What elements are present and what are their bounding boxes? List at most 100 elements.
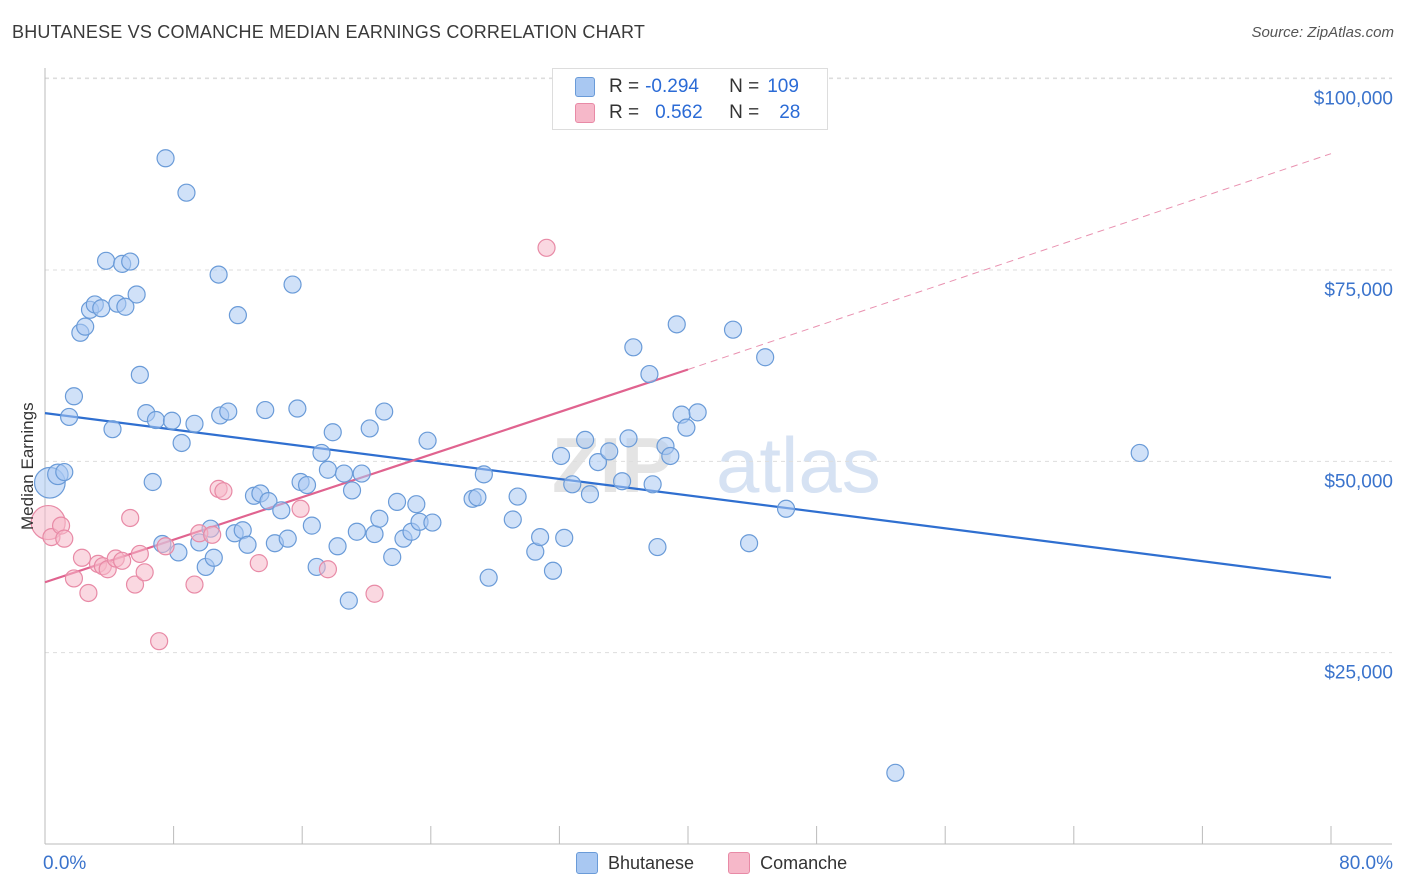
bhutanese-point xyxy=(185,414,204,433)
bhutanese-point xyxy=(312,443,331,463)
bhutanese-point xyxy=(1130,443,1149,463)
bhutanese-point xyxy=(228,306,247,325)
n-label: N = xyxy=(729,76,760,97)
bhutanese-point xyxy=(302,516,321,535)
legend-swatch-blue xyxy=(575,77,595,97)
comanche-point xyxy=(156,537,175,556)
y-tick-label: $75,000 xyxy=(1324,280,1393,301)
tick-labels: $25,000 $50,000 $75,000 $100,000 0.0% 80.0% xyxy=(43,89,1393,874)
comanche-point xyxy=(537,238,556,257)
comanche-point xyxy=(121,508,140,528)
legend-swatch-pink xyxy=(728,852,751,874)
bhutanese-point xyxy=(172,433,191,453)
bhutanese-point xyxy=(55,462,74,482)
bhutanese-point xyxy=(318,460,338,479)
n-label: N = xyxy=(729,102,760,123)
bhutanese-point xyxy=(418,431,437,450)
legend-label: Bhutanese xyxy=(608,852,695,873)
comanche-point xyxy=(249,554,268,573)
bhutanese-point xyxy=(661,446,680,466)
comanche-point xyxy=(79,583,98,603)
bhutanese-point xyxy=(667,315,686,334)
bhutanese-point xyxy=(121,252,140,271)
bhutanese-point xyxy=(96,251,116,270)
legend-item-comanche: Comanche xyxy=(728,852,847,874)
bhutanese-point xyxy=(503,510,522,529)
bhutanese-point xyxy=(640,364,659,384)
bhutanese-point xyxy=(297,475,317,495)
comanche-trend-extension xyxy=(687,153,1332,370)
bhutanese-point xyxy=(375,402,394,421)
bhutanese-point xyxy=(551,446,571,466)
bhutanese-point xyxy=(60,407,79,427)
bhutanese-point xyxy=(543,561,563,580)
bhutanese-point xyxy=(508,487,527,506)
bhutanese-point xyxy=(352,464,371,483)
comanche-point xyxy=(150,632,169,651)
bhutanese-point xyxy=(272,501,291,520)
chart-source: Source: ZipAtlas.com xyxy=(1251,24,1394,41)
stats-legend: R = -0.294 N = 109 R = 0.562 N = 28 xyxy=(552,68,828,130)
bhutanese-point xyxy=(323,423,342,442)
bhutanese-point xyxy=(468,488,487,507)
x-tick-label-max: 80.0% xyxy=(1339,853,1393,874)
chart-title: BHUTANESE VS COMANCHE MEDIAN EARNINGS CO… xyxy=(12,22,646,42)
bhutanese-point xyxy=(643,475,662,494)
bhutanese-point xyxy=(479,568,498,587)
bhutanese-point xyxy=(739,534,759,553)
bhutanese-point xyxy=(334,464,354,483)
bhutanese-point xyxy=(619,429,638,448)
comanche-point xyxy=(130,544,149,564)
data-points xyxy=(30,149,1149,782)
bhutanese-point xyxy=(555,528,574,547)
bhutanese-point xyxy=(576,430,595,450)
bhutanese-point xyxy=(130,365,149,384)
bhutanese-point xyxy=(146,410,166,430)
comanche-point xyxy=(185,575,204,594)
bhutanese-point xyxy=(204,548,223,567)
comanche-point xyxy=(125,575,145,594)
legend-row-bhutanese: R = -0.294 N = 109 xyxy=(575,75,799,99)
comanche-point xyxy=(214,482,233,501)
legend-item-bhutanese: Bhutanese xyxy=(576,852,694,874)
bhutanese-point xyxy=(776,499,796,518)
comanche-point xyxy=(291,499,310,518)
bhutanese-point xyxy=(612,472,632,491)
bhutanese-point xyxy=(209,265,228,284)
bhutanese-point xyxy=(588,452,608,472)
r-label: R = xyxy=(609,76,640,97)
bhutanese-point xyxy=(360,419,379,438)
bhutanese-point xyxy=(580,485,600,504)
bhutanese-point xyxy=(238,535,257,554)
r-value: 0.562 xyxy=(655,102,703,123)
bhutanese-point xyxy=(563,475,582,494)
bhutanese-point xyxy=(259,492,278,511)
axes xyxy=(44,68,1392,845)
bhutanese-point xyxy=(162,411,182,430)
bhutanese-point xyxy=(624,338,643,357)
bhutanese-point xyxy=(474,465,493,484)
comanche-point xyxy=(64,569,84,588)
watermark-zip: ZIP xyxy=(552,421,673,509)
bhutanese-trend-line xyxy=(44,412,1332,579)
legend-row-comanche: R = 0.562 N = 28 xyxy=(575,101,800,125)
bhutanese-point xyxy=(278,529,297,548)
bhutanese-point xyxy=(76,317,95,336)
grid xyxy=(45,77,1392,654)
bhutanese-point xyxy=(383,547,402,567)
legend-swatch-blue xyxy=(576,852,598,874)
n-value: 109 xyxy=(767,76,799,97)
bhutanese-point xyxy=(156,149,175,168)
bhutanese-point xyxy=(283,275,302,294)
comanche-point xyxy=(55,529,74,548)
bhutanese-point xyxy=(92,299,111,318)
bhutanese-point xyxy=(886,763,905,782)
bhutanese-point xyxy=(756,348,775,367)
bhutanese-point xyxy=(127,285,146,304)
bhutanese-point xyxy=(600,442,619,461)
bhutanese-point xyxy=(677,418,696,437)
watermark-atlas: atlas xyxy=(716,421,881,509)
comanche-point xyxy=(365,584,384,603)
legend-label: Comanche xyxy=(760,852,848,873)
